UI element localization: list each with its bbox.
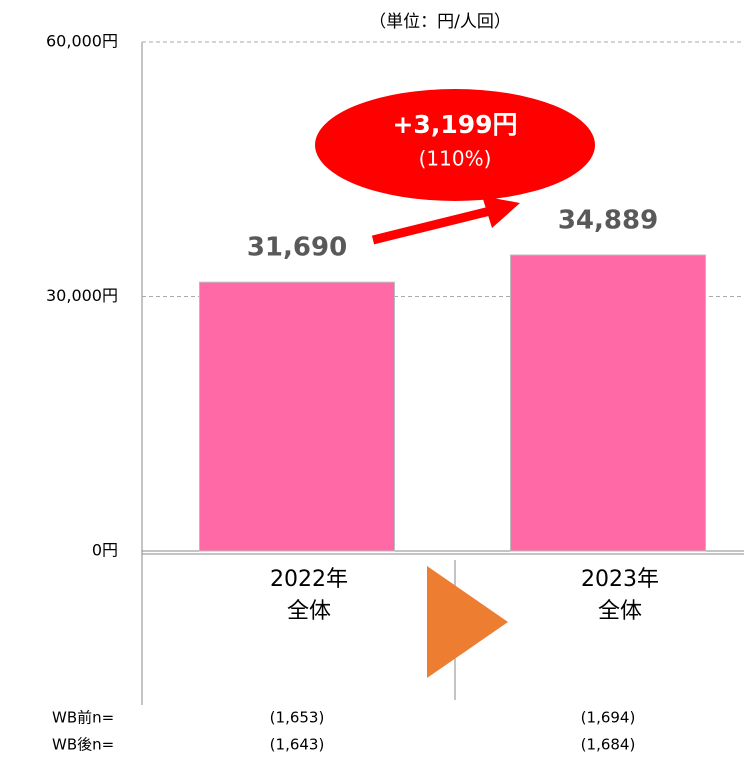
x-tick-label: 全体 [598, 599, 642, 624]
arrow-head [482, 196, 520, 228]
arrow-triangle [427, 566, 508, 678]
y-tick-label: 60,000円 [46, 32, 118, 51]
callout-text: +3,199円 [392, 110, 517, 139]
data-label: 31,690 [247, 233, 347, 263]
bar [510, 254, 706, 552]
sample-value: (1,643) [270, 736, 325, 754]
sample-label: WB後n= [52, 736, 114, 754]
sample-label: WB前n= [52, 709, 114, 727]
sample-value: (1,653) [270, 709, 325, 727]
callout [315, 89, 595, 201]
data-label: 34,889 [558, 206, 658, 236]
x-tick-label: 2022年 [270, 567, 348, 592]
x-tick-label: 全体 [287, 599, 331, 624]
sample-value: (1,694) [581, 709, 636, 727]
arrow [371, 206, 492, 245]
y-tick-label: 0円 [92, 541, 118, 560]
callout-subtext: (110%) [419, 147, 492, 171]
x-tick-label: 2023年 [581, 567, 659, 592]
y-tick-label: 30,000円 [46, 286, 118, 305]
chart-subtitle: （単位：円/人回） [369, 12, 511, 32]
sample-value: (1,684) [581, 736, 636, 754]
bar [199, 281, 395, 552]
